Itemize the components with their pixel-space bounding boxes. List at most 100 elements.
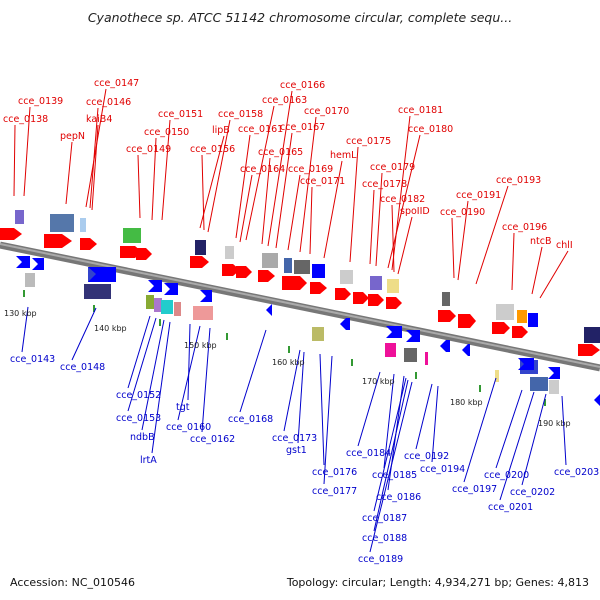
reverse-callout-line <box>323 355 333 485</box>
gene-label-cce_0173[interactable]: cce_0173 <box>272 433 317 444</box>
topology-label: Topology: circular; Length: 4,934,271 bp… <box>286 576 589 589</box>
accession-label: Accession: NC_010546 <box>10 576 136 589</box>
gene-label-cce_0146[interactable]: cce_0146 <box>86 97 131 108</box>
gene-label-lipB[interactable]: lipB <box>212 125 230 136</box>
gene-label-cce_0201[interactable]: cce_0201 <box>488 502 533 513</box>
gene-label-cce_0147[interactable]: cce_0147 <box>94 78 139 89</box>
gene-label-cce_0151[interactable]: cce_0151 <box>158 109 203 120</box>
ruler-labels: 130 kbp 140 kbp 150 kbp 160 kbp 170 kbp 180 k… <box>4 309 571 428</box>
gene-label-cce_0182[interactable]: cce_0182 <box>380 194 425 205</box>
gene-label-cce_0143[interactable]: cce_0143 <box>10 354 55 365</box>
forward-callout-line <box>397 216 413 275</box>
gene-label-cce_0191[interactable]: cce_0191 <box>456 190 501 201</box>
gene-label-cce_0197[interactable]: cce_0197 <box>452 484 497 495</box>
forward-callout-line <box>539 250 569 299</box>
forward-callout-line <box>531 246 543 295</box>
gene-label-kaiB4[interactable]: kaiB4 <box>86 114 112 125</box>
reverse-callout-line <box>201 327 211 433</box>
gene-label-cce_0158[interactable]: cce_0158 <box>218 109 263 120</box>
gene-label-cce_0178[interactable]: cce_0178 <box>362 179 407 190</box>
gene-label-cce_0186[interactable]: cce_0186 <box>376 492 421 503</box>
gene-label-cce_0190[interactable]: cce_0190 <box>440 207 485 218</box>
reverse-callout-line <box>495 389 523 469</box>
gene-label-chlI[interactable]: chlI <box>556 240 573 251</box>
gene-label-ntcB[interactable]: ntcB <box>530 236 552 247</box>
reverse-callout-line <box>127 317 157 412</box>
ruler-label: 160 kbp <box>272 358 305 367</box>
reverse-callout-line <box>357 371 381 447</box>
gene-label-cce_0202[interactable]: cce_0202 <box>510 487 555 498</box>
gene-label-gst1[interactable]: gst1 <box>286 445 307 456</box>
reverse-callout-line <box>283 349 301 432</box>
reverse-callout-line <box>521 393 547 486</box>
forward-callout-line <box>23 106 31 197</box>
gene-label-pepN[interactable]: pepN <box>60 131 85 142</box>
gene-label-cce_0149[interactable]: cce_0149 <box>126 144 171 155</box>
gene-label-cce_0184[interactable]: cce_0184 <box>346 448 391 459</box>
reverse-callout-line <box>187 323 191 401</box>
ruler-label: 170 kbp <box>362 377 395 386</box>
gene-label-cce_0171[interactable]: cce_0171 <box>300 176 345 187</box>
reverse-callout-line <box>369 381 413 553</box>
gene-label-lrtA[interactable]: lrtA <box>140 455 157 466</box>
forward-callout-line <box>375 172 383 267</box>
reverse-callout-line <box>21 306 29 353</box>
gene-label-cce_0179[interactable]: cce_0179 <box>370 162 415 173</box>
forward-callout-line <box>275 132 293 249</box>
reverse-callout-line <box>499 391 535 501</box>
gene-label-hemL[interactable]: hemL <box>330 150 357 161</box>
gene-label-cce_0193[interactable]: cce_0193 <box>496 175 541 186</box>
gene-label-ndbB[interactable]: ndbB <box>130 432 155 443</box>
gene-label-cce_0200[interactable]: cce_0200 <box>484 470 529 481</box>
gene-label-cce_0164[interactable]: cce_0164 <box>240 164 285 175</box>
gene-label-cce_0188[interactable]: cce_0188 <box>362 533 407 544</box>
gene-label-cce_0166[interactable]: cce_0166 <box>280 80 325 91</box>
gene-label-cce_0160[interactable]: cce_0160 <box>166 422 211 433</box>
gene-label-spoIID[interactable]: spoIID <box>400 206 430 217</box>
gene-label-cce_0176[interactable]: cce_0176 <box>312 467 357 478</box>
gene-label-cce_0156[interactable]: cce_0156 <box>190 144 235 155</box>
gene-label-cce_0177[interactable]: cce_0177 <box>312 486 357 497</box>
gene-label-cce_0150[interactable]: cce_0150 <box>144 127 189 138</box>
gene-label-cce_0169[interactable]: cce_0169 <box>288 164 333 175</box>
gene-label-cce_0138[interactable]: cce_0138 <box>3 114 48 125</box>
gene-label-cce_0165[interactable]: cce_0165 <box>258 147 303 158</box>
gene-label-tgt[interactable]: tgt <box>176 402 190 413</box>
reverse-callout-line <box>415 383 433 450</box>
gene-label-cce_0192[interactable]: cce_0192 <box>404 451 449 462</box>
gene-label-cce_0152[interactable]: cce_0152 <box>116 390 161 401</box>
forward-callout-line <box>391 115 411 271</box>
gene-label-cce_0139[interactable]: cce_0139 <box>18 96 63 107</box>
gene-label-cce_0187[interactable]: cce_0187 <box>362 513 407 524</box>
gene-label-cce_0189[interactable]: cce_0189 <box>358 554 403 565</box>
gene-label-cce_0148[interactable]: cce_0148 <box>60 362 105 373</box>
gene-label-cce_0181[interactable]: cce_0181 <box>398 105 443 116</box>
gene-label-cce_0194[interactable]: cce_0194 <box>420 464 465 475</box>
gene-label-cce_0185[interactable]: cce_0185 <box>372 470 417 481</box>
gene-label-cce_0203[interactable]: cce_0203 <box>554 467 599 478</box>
gene-label-cce_0161[interactable]: cce_0161 <box>238 124 283 135</box>
gene-label-cce_0196[interactable]: cce_0196 <box>502 222 547 233</box>
reverse-gene-arrows <box>16 256 600 406</box>
forward-callout-line <box>457 200 469 281</box>
gene-label-cce_0163[interactable]: cce_0163 <box>262 95 307 106</box>
reverse-callout-line <box>319 353 325 466</box>
gene-label-cce_0168[interactable]: cce_0168 <box>228 414 273 425</box>
reverse-callout-line <box>373 377 407 512</box>
gene-label-cce_0162[interactable]: cce_0162 <box>190 434 235 445</box>
forward-callout-line <box>391 204 395 273</box>
ruler-label: 180 kbp <box>450 398 483 407</box>
reverse-callout-line <box>383 373 395 469</box>
reverse-callout-line <box>373 379 409 532</box>
gene-label-cce_0170[interactable]: cce_0170 <box>304 106 349 117</box>
reverse-callout-line <box>239 329 267 413</box>
forward-callout-line <box>65 141 73 205</box>
forward-callout-line <box>287 174 301 251</box>
gene-label-cce_0153[interactable]: cce_0153 <box>116 413 161 424</box>
gene-label-cce_0180[interactable]: cce_0180 <box>408 124 453 135</box>
forward-callout-line <box>207 119 231 233</box>
reverse-callout-line <box>141 319 165 431</box>
gene-label-cce_0175[interactable]: cce_0175 <box>346 136 391 147</box>
gene-label-cce_0167[interactable]: cce_0167 <box>280 122 325 133</box>
